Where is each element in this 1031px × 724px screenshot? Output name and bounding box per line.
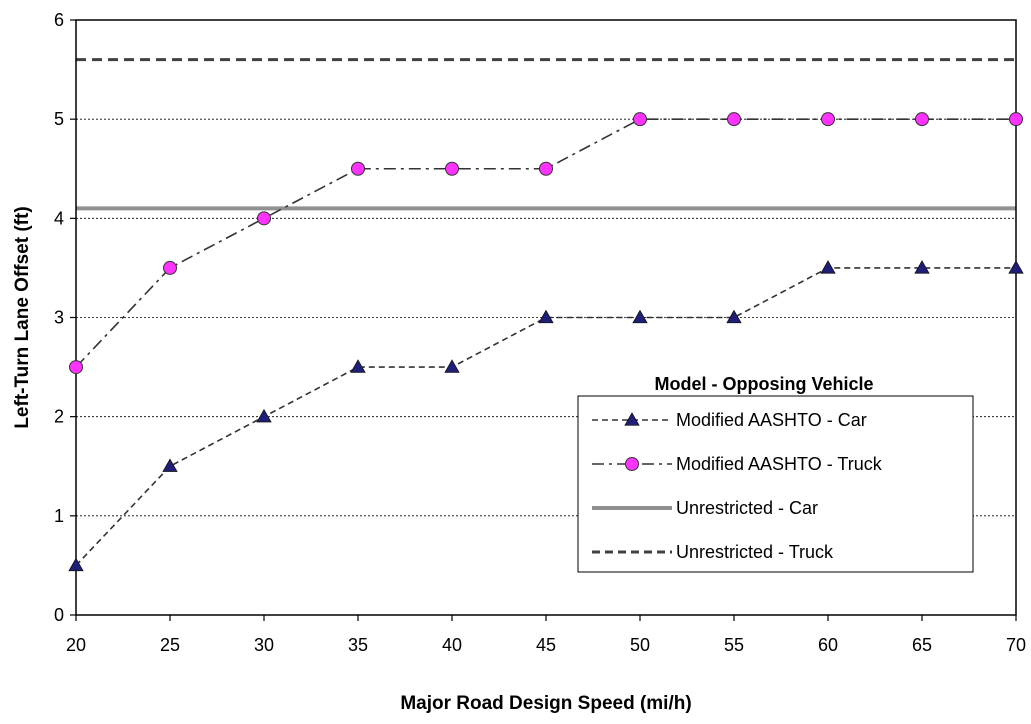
series-lines [75,118,1016,566]
series-0-point [68,557,84,572]
x-tick-label: 45 [536,635,556,655]
y-tick-label: 2 [54,407,64,427]
series-1-point [257,211,271,226]
legend-items: Modified AASHTO - Car Modified AASHTO - T… [592,410,883,562]
series-1-point [821,112,835,127]
series-1-point [539,161,553,176]
series-1-point [633,112,647,127]
y-tick-label: 5 [54,109,64,129]
x-tick-label: 40 [442,635,462,655]
y-tick-label: 6 [54,10,64,30]
y-tick-label: 3 [54,308,64,328]
legend-box [577,395,974,573]
legend-swatch-marker [624,412,640,426]
series-1-point [915,112,929,127]
series-1-point [351,161,365,176]
series-1-point [727,112,741,127]
x-tick-label: 20 [66,635,86,655]
series-0-point [726,309,742,324]
series-line-0 [75,267,1016,566]
legend-label: Unrestricted - Truck [676,542,834,562]
series-0-point [820,260,836,274]
y-tick-label: 1 [54,506,64,526]
x-tick-label: 60 [818,635,838,655]
series-1-point [69,360,83,375]
series-1-point [163,260,177,275]
legend-swatch-marker [625,457,639,471]
series-0-point [538,309,554,324]
series-0-point [632,309,648,324]
y-tick-label: 4 [54,208,64,228]
y-tick-label: 0 [54,605,64,625]
legend-label: Modified AASHTO - Truck [676,454,883,474]
series-0-point [162,458,178,472]
legend-title: Model - Opposing Vehicle [654,374,873,394]
series-0-point [1008,260,1024,274]
reference-lines [76,58,1016,211]
series-0-point [444,359,460,373]
x-tick-label: 65 [912,635,932,655]
x-tick-label: 35 [348,635,368,655]
x-tick-label: 55 [724,635,744,655]
legend: Model - Opposing Vehicle Modified AASHTO… [577,374,974,573]
series-0-point [350,359,366,373]
legend-label: Modified AASHTO - Car [676,410,867,430]
x-tick-label: 70 [1006,635,1026,655]
series-1-point [445,161,459,176]
series-1-point [1009,112,1023,127]
series-0-point [914,260,930,274]
x-tick-label: 50 [630,635,650,655]
x-tick-label: 30 [254,635,274,655]
series-line-1 [75,118,1016,368]
series-markers [68,112,1024,572]
x-axis-title: Major Road Design Speed (mi/h) [400,693,691,714]
legend-label: Unrestricted - Car [676,498,818,518]
series-0-point [256,408,272,423]
x-tick-label: 25 [160,635,180,655]
y-axis-title: Left-Turn Lane Offset (ft) [12,206,33,428]
